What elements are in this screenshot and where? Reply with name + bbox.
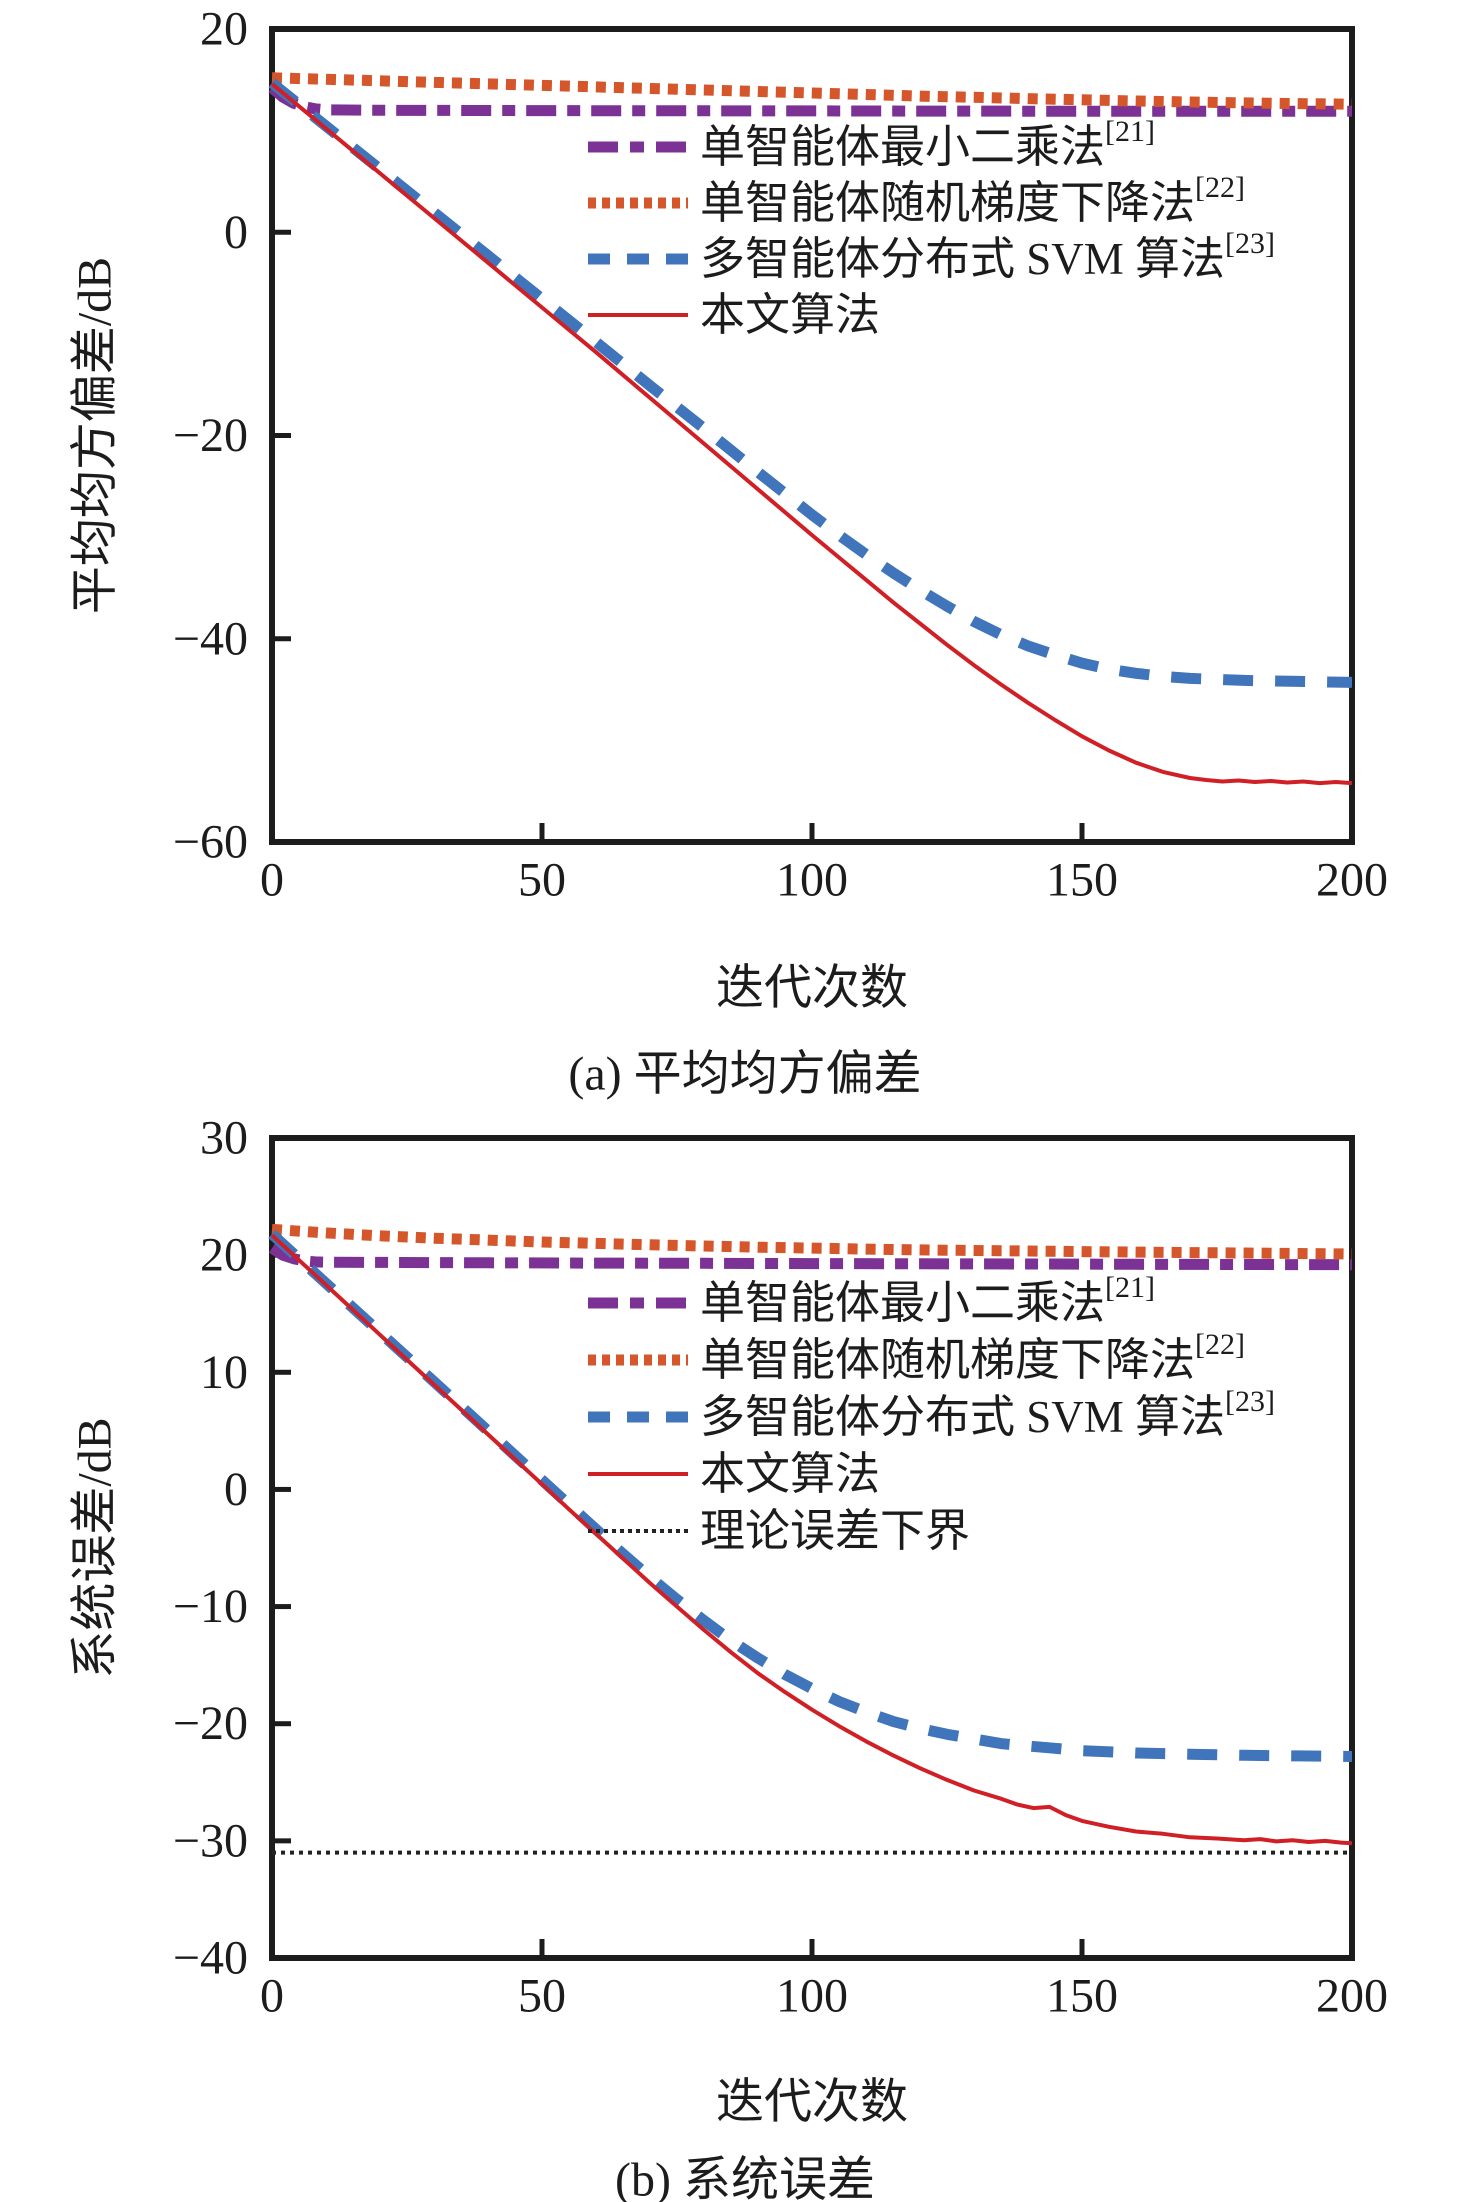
y-tick-label: −20	[173, 409, 248, 462]
x-tick-label: 0	[260, 854, 284, 907]
y-tick-label: 0	[224, 206, 248, 259]
legend-label-superscript: [21]	[1105, 115, 1155, 148]
legend-label-proposed: 本文算法	[700, 290, 880, 340]
y-tick-label: −10	[173, 1580, 248, 1633]
x-tick-label: 0	[260, 1970, 284, 2023]
legend-label-text: 多智能体分布式 SVM 算法	[700, 234, 1225, 284]
legend: 单智能体最小二乘法[21]单智能体随机梯度下降法[22]多智能体分布式 SVM …	[588, 115, 1275, 340]
y-tick-label: 0	[224, 1463, 248, 1516]
x-tick-label: 50	[518, 1970, 566, 2023]
y-tick-label: 20	[200, 3, 248, 56]
legend-label-text: 本文算法	[700, 1449, 880, 1499]
y-tick-label: −20	[173, 1697, 248, 1750]
chart-caption: (b) 系统误差	[615, 2154, 875, 2202]
legend-label-superscript: [22]	[1195, 1328, 1245, 1361]
x-tick-label: 200	[1316, 854, 1388, 907]
series-sgd-line	[271, 72, 1353, 110]
y-tick-label: −40	[173, 612, 248, 665]
legend-label-svm: 多智能体分布式 SVM 算法[23]	[700, 227, 1275, 285]
legend-label-text: 多智能体分布式 SVM 算法	[700, 1392, 1225, 1442]
x-tick-label: 200	[1316, 1970, 1388, 2023]
series-svm-line	[268, 78, 1353, 688]
legend: 单智能体最小二乘法[21]单智能体随机梯度下降法[22]多智能体分布式 SVM …	[588, 1271, 1275, 1556]
legend-label-text: 单智能体最小二乘法	[700, 1278, 1105, 1328]
x-tick-label: 50	[518, 854, 566, 907]
legend-label-ls: 单智能体最小二乘法[21]	[700, 115, 1155, 173]
x-axis-title: 迭代次数	[716, 2076, 908, 2129]
y-axis-title: 平均均方偏差/dB	[69, 257, 122, 614]
legend-label-text: 单智能体最小二乘法	[700, 122, 1105, 172]
legend-label-text: 本文算法	[700, 290, 880, 340]
series-sgd-line	[271, 1223, 1353, 1260]
x-axis-title: 迭代次数	[716, 962, 908, 1015]
y-tick-label: 30	[200, 1112, 248, 1165]
legend-label-svm: 多智能体分布式 SVM 算法[23]	[700, 1385, 1275, 1443]
chart-caption: (a) 平均均方偏差	[568, 1048, 921, 1101]
plot-frame	[269, 1135, 1355, 1961]
x-tick-label: 100	[776, 854, 848, 907]
legend-label-sgd: 单智能体随机梯度下降法[22]	[700, 1328, 1245, 1386]
legend-label-text: 单智能体随机梯度下降法	[700, 1335, 1195, 1385]
legend-label-superscript: [23]	[1225, 227, 1275, 260]
series-proposed-line	[270, 82, 1353, 786]
legend-label-ls: 单智能体最小二乘法[21]	[700, 1271, 1155, 1329]
legend-label-superscript: [21]	[1105, 1271, 1155, 1304]
y-tick-label: 20	[200, 1229, 248, 1282]
y-tick-label: −60	[173, 816, 248, 869]
series-svm-line	[268, 1230, 1353, 1762]
y-tick-label: −30	[173, 1814, 248, 1867]
x-tick-label: 100	[776, 1970, 848, 2023]
chart-a: 200−20−40−600 50 100 150 200单智能体最小二乘法[21]单智能…	[69, 3, 1389, 1101]
legend-label-text: 理论误差下界	[700, 1506, 970, 1556]
y-tick-label: 10	[200, 1346, 248, 1399]
y-axis-title: 系统误差/dB	[69, 1417, 122, 1678]
legend-label-sgd: 单智能体随机梯度下降法[22]	[700, 171, 1245, 229]
legend-label-bound: 理论误差下界	[700, 1506, 970, 1556]
legend-label-superscript: [23]	[1225, 1385, 1275, 1418]
y-tick-label: −40	[173, 1932, 248, 1985]
series-ls-line	[268, 83, 1352, 117]
series-proposed-line	[270, 1233, 1353, 1846]
legend-label-superscript: [22]	[1195, 171, 1245, 204]
legend-label-proposed: 本文算法	[700, 1449, 880, 1499]
legend-label-text: 单智能体随机梯度下降法	[700, 178, 1195, 228]
x-tick-label: 150	[1046, 1970, 1118, 2023]
x-tick-label: 150	[1046, 854, 1118, 907]
plot-frame	[269, 26, 1355, 845]
